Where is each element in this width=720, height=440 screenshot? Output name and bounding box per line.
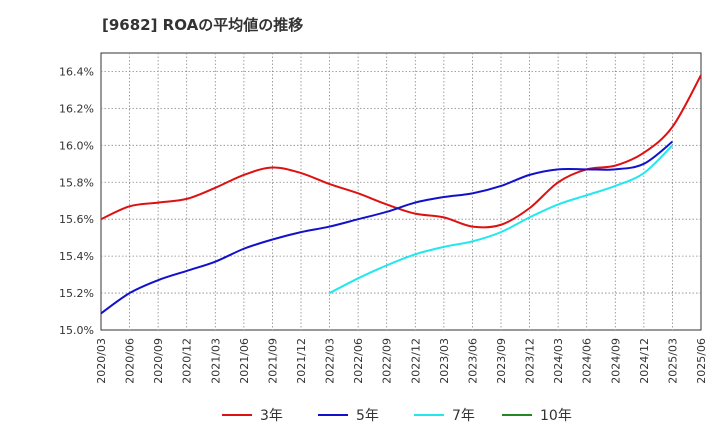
x-tick-label: 2020/06 (124, 338, 137, 384)
y-tick-label: 15.6% (59, 213, 94, 226)
x-axis-ticks: 2020/03 2020/06 2020/09 2020/12 2021/03 2021/… (95, 338, 708, 384)
x-tick-label: 2024/03 (552, 338, 565, 384)
x-tick-label: 2024/06 (581, 338, 594, 384)
x-tick-label: 2024/12 (638, 338, 651, 384)
x-tick-label: 2022/09 (381, 338, 394, 384)
chart-title: [9682] ROAの平均値の推移 (102, 16, 303, 34)
y-tick-label: 15.0% (59, 324, 94, 337)
y-tick-label: 15.8% (59, 176, 94, 189)
grid-lines (101, 53, 701, 330)
legend: 3年 5年 7年 10年 (222, 408, 572, 424)
x-tick-label: 2020/09 (152, 338, 165, 384)
legend-label: 7年 (452, 408, 475, 424)
x-tick-label: 2020/03 (95, 338, 108, 384)
series-line-2 (329, 144, 674, 294)
x-tick-label: 2022/12 (409, 338, 422, 384)
y-tick-label: 15.4% (59, 250, 94, 263)
x-tick-label: 2023/12 (524, 338, 537, 384)
x-tick-label: 2021/12 (295, 338, 308, 384)
legend-label: 10年 (540, 408, 572, 424)
y-tick-label: 16.2% (59, 102, 94, 115)
x-tick-label: 2025/03 (666, 338, 679, 384)
y-tick-label: 15.2% (59, 287, 94, 300)
series-line-1 (100, 140, 674, 315)
x-tick-label: 2023/09 (495, 338, 508, 384)
x-tick-label: 2020/12 (181, 338, 194, 384)
y-tick-label: 16.0% (59, 139, 94, 152)
x-tick-label: 2023/06 (466, 338, 479, 384)
series-lines (100, 74, 702, 315)
x-tick-label: 2024/09 (609, 338, 622, 384)
x-tick-label: 2021/03 (209, 338, 222, 384)
y-axis-ticks: 15.0% 15.2% 15.4% 15.6% 15.8% 16.0% 16.2% 16.4% (59, 65, 94, 337)
x-tick-label: 2025/06 (695, 338, 708, 384)
x-tick-label: 2023/03 (438, 338, 451, 384)
y-tick-label: 16.4% (59, 65, 94, 78)
x-tick-label: 2022/03 (324, 338, 337, 384)
plot-area (100, 52, 702, 331)
x-tick-label: 2022/06 (352, 338, 365, 384)
series-line-0 (100, 74, 702, 229)
x-tick-label: 2021/06 (238, 338, 251, 384)
legend-label: 3年 (260, 408, 283, 424)
x-tick-label: 2021/09 (266, 338, 279, 384)
legend-label: 5年 (356, 408, 379, 424)
